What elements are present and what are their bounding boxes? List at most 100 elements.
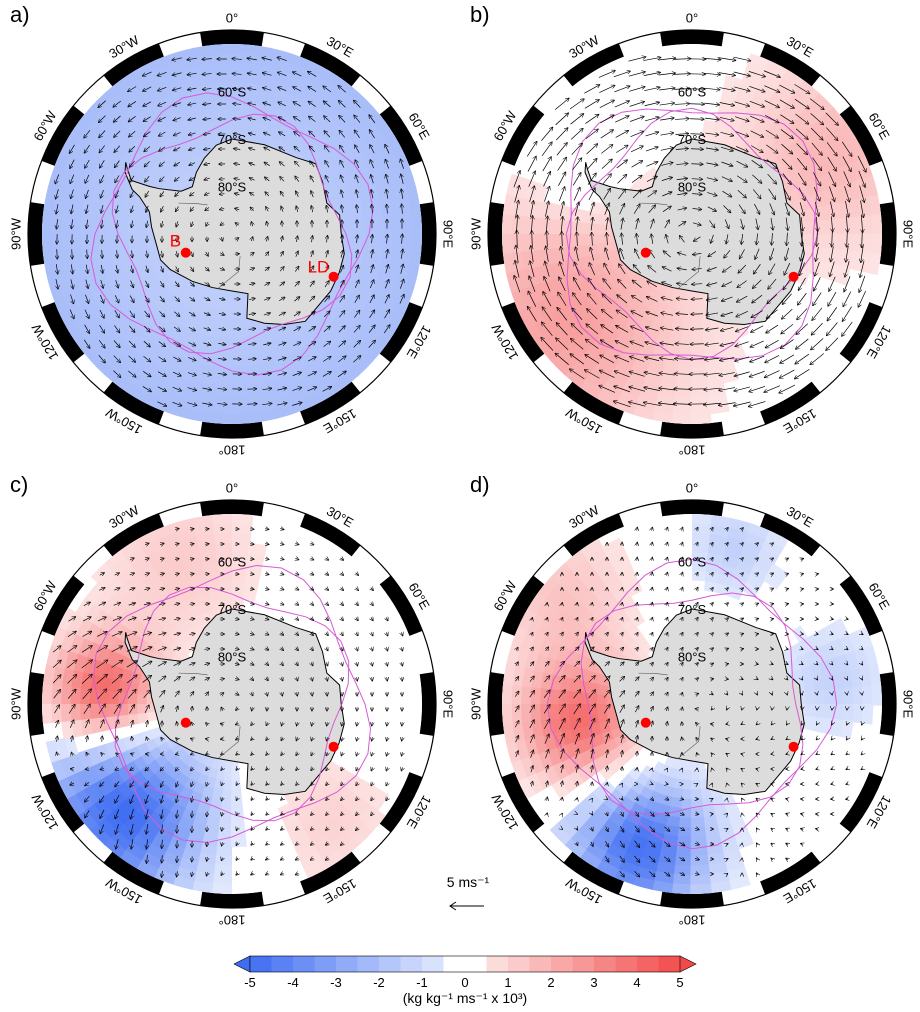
- colorbar-tick: -2: [373, 975, 385, 990]
- colorbar-max-arrow: [679, 955, 697, 973]
- colorbar-tick: 2: [547, 975, 554, 990]
- site-markers: B LD: [170, 232, 339, 282]
- longitude-label: 0°: [226, 10, 238, 25]
- colorbar-tick: -1: [416, 975, 428, 990]
- map-body: 60°S 70°S 80°S: [502, 44, 882, 424]
- colorbar-bin: [551, 956, 573, 972]
- colorbar-bin: [271, 956, 294, 972]
- anomaly-shading: [42, 514, 390, 894]
- colorbar-bin: [637, 956, 659, 972]
- map-body: 60°S 70°S 80°S B LD: [42, 44, 422, 424]
- reference-vector: 5 ms⁻¹: [438, 874, 498, 926]
- colorbar-tick: 5: [676, 975, 683, 990]
- site-b-dot: [180, 717, 191, 728]
- longitude-label: 0°: [686, 480, 698, 495]
- site-b-dot: [180, 247, 191, 258]
- colorbar-bin: [336, 956, 358, 972]
- polar-map: 60°S70°S80°S0°30°E60°E90°E120°E150°E180°…: [468, 480, 916, 928]
- colorbar-bin: [314, 956, 337, 972]
- longitude-label: 90°W: [8, 217, 23, 250]
- colorbar-bin: [422, 956, 444, 972]
- site-b-dot: [640, 717, 651, 728]
- panel-label: c): [10, 472, 29, 497]
- polar-map: 60°S70°S80°S0°30°E60°E90°E120°E150°E180°…: [8, 480, 456, 928]
- colorbar-tick: 3: [590, 975, 597, 990]
- longitude-label: 180°: [219, 913, 246, 928]
- colorbar-bar: -5 -4 -3 -2 -1 0 1 2 3 4 5: [233, 955, 697, 990]
- panel-d: d) 60°S 70°S 80°S 0° 30°E 60°E 90°E 120°E 150°E 1…: [460, 470, 920, 940]
- latitude-label: 70°S: [678, 602, 707, 617]
- site-ld-dot: [788, 741, 799, 752]
- colorbar-bin: [615, 956, 638, 972]
- colorbar-bin: [572, 956, 595, 972]
- colorbar-tick: -4: [287, 975, 299, 990]
- longitude-label: 90°E: [441, 690, 456, 719]
- antarctica-land: [584, 138, 805, 326]
- panel-b: b) 60°S 70°S 80°S 0° 30°E 60°E 90°E 120°E 150°E 1…: [460, 0, 920, 470]
- wind-vectors: [55, 57, 404, 406]
- panel-label: a): [10, 2, 30, 27]
- latitude-label: 80°S: [218, 180, 247, 195]
- panel-c: c) 60°S 70°S 80°S 0° 30°E 60°E 90°E 120°E 150°E 1…: [0, 470, 460, 940]
- colorbar-bin: [443, 956, 466, 972]
- contour-lines: [90, 92, 374, 376]
- longitude-label: 90°E: [901, 220, 916, 249]
- panel-label: b): [470, 2, 490, 27]
- colorbar-bin: [594, 956, 616, 972]
- map-body: 60°S 70°S 80°S: [502, 514, 882, 894]
- longitude-label: 0°: [226, 480, 238, 495]
- colorbar-bin: [465, 956, 487, 972]
- wind-vectors: [52, 529, 403, 878]
- reference-arrow: [449, 901, 484, 911]
- wind-vectors: [515, 527, 863, 876]
- antarctica-land: [124, 138, 345, 326]
- site-markers: [640, 717, 799, 752]
- polar-map: 60°S70°S80°S0°30°E60°E90°E120°E150°E180°…: [468, 10, 916, 458]
- colorbar-bin: [357, 956, 380, 972]
- colorbar-bin: [658, 956, 681, 972]
- colorbar-bin: [400, 956, 423, 972]
- longitude-label: 90°W: [8, 687, 23, 720]
- colorbar-tick: 4: [633, 975, 640, 990]
- colorbar-tick: 1: [504, 975, 511, 990]
- panel-a: a) 60°S 70°S 80°S B LD 0° 30°E 60°E 90°E 120°E 150…: [0, 0, 460, 470]
- latitude-label: 60°S: [678, 85, 707, 100]
- colorbar-bin: [486, 956, 509, 972]
- longitude-label: 90°W: [468, 217, 483, 250]
- latitude-label: 70°S: [218, 132, 247, 147]
- latitude-label: 80°S: [678, 650, 707, 665]
- latitude-label: 70°S: [218, 602, 247, 617]
- latitude-label: 70°S: [678, 132, 707, 147]
- colorbar-tick: -3: [330, 975, 342, 990]
- latitude-label: 60°S: [218, 85, 247, 100]
- longitude-label: 180°: [679, 913, 706, 928]
- site-ld-dot: [328, 271, 339, 282]
- polar-map: 60°S70°S80°SBLD0°30°E60°E90°E120°E150°E1…: [8, 10, 456, 458]
- longitude-label: 90°W: [468, 687, 483, 720]
- longitude-label: 90°E: [901, 690, 916, 719]
- longitude-label: 90°E: [441, 220, 456, 249]
- colorbar-bin: [250, 956, 272, 972]
- longitude-label: 180°: [679, 443, 706, 458]
- colorbar-bin: [529, 956, 552, 972]
- site-label: LD: [308, 258, 330, 277]
- colorbar-bin: [508, 956, 530, 972]
- map-body: 60°S 70°S 80°S: [42, 514, 422, 894]
- latitude-label: 80°S: [218, 650, 247, 665]
- latitude-label: 60°S: [218, 555, 247, 570]
- panel-label: d): [470, 472, 490, 497]
- colorbar-min-arrow: [233, 955, 251, 973]
- latitude-label: 60°S: [678, 555, 707, 570]
- reference-vector-label: 5 ms⁻¹: [446, 874, 490, 890]
- contour-lines: [92, 564, 372, 844]
- colorbar-tick: 0: [461, 975, 468, 990]
- colorbar-units: (kg kg⁻¹ ms⁻¹ x 10³): [402, 990, 528, 1006]
- site-markers: [180, 717, 339, 752]
- site-ld-dot: [328, 741, 339, 752]
- latitude-label: 80°S: [678, 180, 707, 195]
- colorbar-tick: -5: [244, 975, 256, 990]
- colorbar-bin: [293, 956, 315, 972]
- longitude-label: 180°: [219, 443, 246, 458]
- longitude-label: 0°: [686, 10, 698, 25]
- wind-vectors: [514, 57, 866, 407]
